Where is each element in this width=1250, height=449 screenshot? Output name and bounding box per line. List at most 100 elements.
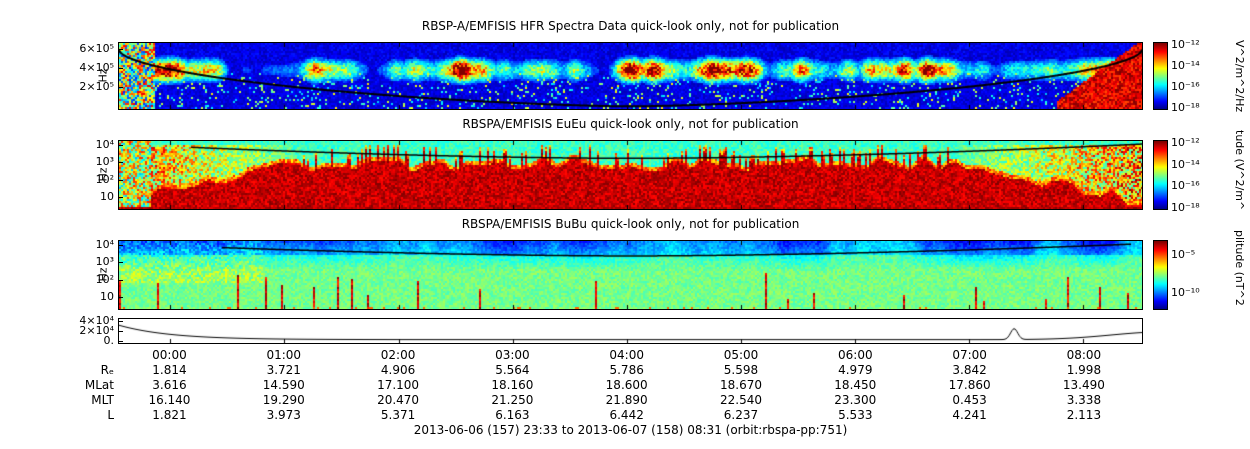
ephemeris-value: 17.100 — [377, 378, 420, 392]
panel4-ytick: 4×10⁴ — [79, 314, 114, 328]
panel2-colorbar-tick: 10⁻¹⁶ — [1171, 179, 1200, 193]
panel2-colorbar-tick: 10⁻¹⁴ — [1171, 157, 1200, 171]
panel1-colorbar-tick: 10⁻¹² — [1171, 37, 1200, 51]
time-axis-tick: 05:00 — [723, 348, 759, 362]
ephemeris-row-label: Rₑ — [100, 363, 114, 377]
ephemeris-value: 3.973 — [266, 408, 301, 422]
panel2-colorbar-label: tude (V^2/m^ — [1233, 130, 1246, 211]
panel2-ytick-mark — [119, 162, 123, 163]
panel2-ytick: 10⁴ — [95, 137, 114, 151]
panel1-colorbar-label: V^2/m^2/Hz — [1233, 40, 1246, 113]
panel2-ytick: 10³ — [95, 155, 114, 169]
time-axis-tick: 00:00 — [152, 348, 187, 362]
panel2-ytick: 10² — [95, 172, 114, 186]
panel1-spectrogram — [118, 42, 1143, 110]
ephemeris-value: 20.470 — [377, 393, 420, 407]
ephemeris-value: 14.590 — [262, 378, 305, 392]
panel3-colorbar-tick: 10⁻¹⁰ — [1171, 286, 1200, 300]
ephemeris-value: 3.616 — [152, 378, 187, 392]
panel4-ytick-mark — [119, 321, 123, 322]
ephemeris-value: 1.821 — [152, 408, 187, 422]
ephemeris-value: 2.113 — [1066, 408, 1102, 422]
panel3-spectrogram — [118, 240, 1143, 310]
time-axis-tick: 06:00 — [838, 348, 873, 362]
panel2-ytick-mark — [119, 180, 123, 181]
panel3-colorbar-tick: 10⁻⁵ — [1171, 248, 1196, 262]
panel3-ytick-mark — [119, 262, 123, 263]
ephemeris-value: 6.237 — [723, 408, 759, 422]
panel1-colorbar — [1153, 42, 1168, 110]
panel4-ytick: 2×10⁴ — [79, 324, 114, 337]
ephemeris-value: 5.533 — [838, 408, 873, 422]
ephemeris-row-label: MLat — [84, 378, 114, 392]
ephemeris-value: 23.300 — [834, 393, 877, 407]
panel1-colorbar-tick: 10⁻¹⁸ — [1171, 100, 1200, 114]
ephemeris-row-label: MLT — [91, 393, 114, 407]
panel3-ytick-mark — [119, 297, 123, 298]
ephemeris-value: 18.600 — [605, 378, 648, 392]
panel3-ytick: 10⁴ — [95, 237, 114, 251]
ephemeris-value: 16.140 — [148, 393, 191, 407]
panel1-ytick-mark — [119, 87, 123, 88]
ephemeris-value: 0.453 — [952, 393, 987, 407]
ephemeris-value: 6.163 — [495, 408, 530, 422]
ephemeris-value: 1.998 — [1066, 363, 1102, 377]
ephemeris-value: 5.371 — [380, 408, 416, 422]
panel3-ytick: 10³ — [95, 255, 114, 269]
ephemeris-value: 18.160 — [491, 378, 534, 392]
panel3-ytick-mark — [119, 280, 123, 281]
ephemeris-value: 5.786 — [609, 363, 644, 377]
panel2-ytick-mark — [119, 145, 123, 146]
panel4-line-plot — [118, 318, 1143, 344]
ephemeris-value: 22.540 — [719, 393, 762, 407]
panel1-title: RBSP-A/EMFISIS HFR Spectra Data quick-lo… — [421, 19, 840, 33]
ephemeris-value: 1.814 — [152, 363, 187, 377]
panel1-ytick-mark — [119, 49, 123, 50]
panel3-ytick: 10 — [100, 290, 114, 304]
ephemeris-value: 3.721 — [266, 363, 301, 377]
time-axis-tick: 07:00 — [952, 348, 987, 362]
panel1-ytick: 2×10⁵ — [79, 79, 114, 93]
panel1-colorbar-tick: 10⁻¹⁴ — [1171, 58, 1200, 72]
panel3-ytick-mark — [119, 245, 123, 246]
time-axis-tick: 03:00 — [495, 348, 530, 362]
panel2-ytick: 10 — [100, 190, 114, 204]
time-axis-tick: 02:00 — [380, 348, 416, 362]
ephemeris-value: 17.860 — [948, 378, 991, 392]
panel2-colorbar-tick: 10⁻¹² — [1171, 135, 1200, 149]
ephemeris-value: 18.670 — [719, 378, 762, 392]
ephemeris-value: 5.564 — [495, 363, 530, 377]
ephemeris-value: 18.450 — [834, 378, 877, 392]
panel3-colorbar-label: plitude (nT^2 — [1233, 230, 1246, 306]
panel2-spectrogram — [118, 140, 1143, 210]
time-axis-tick: 08:00 — [1066, 348, 1102, 362]
panel1-ytick: 6×10⁵ — [79, 41, 114, 55]
ephemeris-value: 3.842 — [952, 363, 987, 377]
time-axis-tick: 04:00 — [609, 348, 644, 362]
ephemeris-value: 4.906 — [380, 363, 416, 377]
ephemeris-row-label: L — [107, 408, 114, 422]
panel2-title: RBSPA/EMFISIS EuEu quick-look only, not … — [462, 117, 799, 131]
ephemeris-value: 5.598 — [723, 363, 759, 377]
time-range-caption: 2013-06-06 (157) 23:33 to 2013-06-07 (15… — [413, 423, 848, 437]
panel3-ytick: 10² — [95, 272, 114, 286]
ephemeris-value: 3.338 — [1066, 393, 1102, 407]
time-axis-tick: 01:00 — [266, 348, 302, 362]
ephemeris-value: 19.290 — [262, 393, 305, 407]
panel2-ytick-mark — [119, 197, 123, 198]
ephemeris-value: 6.442 — [609, 408, 644, 422]
panel4-ytick: 0. — [103, 333, 115, 347]
panel2-colorbar — [1153, 140, 1168, 210]
ephemeris-value: 21.890 — [605, 393, 648, 407]
ephemeris-value: 4.241 — [952, 408, 987, 422]
panel1-ytick-mark — [119, 68, 123, 69]
panel1-ytick: 4×10⁵ — [79, 60, 114, 74]
panel1-colorbar-tick: 10⁻¹⁶ — [1171, 79, 1200, 93]
panel2-colorbar-tick: 10⁻¹⁸ — [1171, 200, 1200, 214]
panel4-ytick-mark — [119, 341, 123, 342]
ephemeris-value: 13.490 — [1062, 378, 1105, 392]
panel3-colorbar — [1153, 240, 1168, 310]
ephemeris-value: 21.250 — [491, 393, 534, 407]
ephemeris-value: 4.979 — [838, 363, 873, 377]
